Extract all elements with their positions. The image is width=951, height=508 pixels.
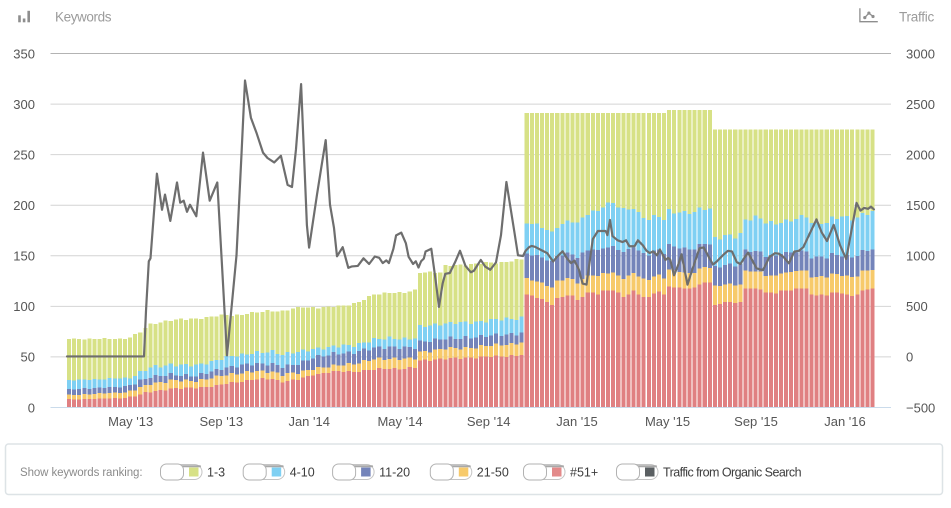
svg-text:Jan '14: Jan '14	[288, 414, 330, 429]
svg-text:Sep '13: Sep '13	[199, 414, 243, 429]
svg-text:Sep '14: Sep '14	[467, 414, 511, 429]
svg-text:Keywords: Keywords	[55, 10, 112, 25]
svg-text:1-3: 1-3	[207, 466, 225, 480]
svg-text:May '13: May '13	[108, 414, 153, 429]
svg-text:Jan '15: Jan '15	[556, 414, 598, 429]
svg-text:Traffic: Traffic	[899, 10, 935, 25]
svg-text:100: 100	[13, 299, 35, 314]
svg-text:2000: 2000	[906, 147, 935, 162]
svg-text:0: 0	[28, 400, 35, 415]
svg-text:May '15: May '15	[645, 414, 690, 429]
svg-text:1000: 1000	[906, 249, 935, 264]
svg-text:#51+: #51+	[570, 466, 598, 480]
svg-text:21-50: 21-50	[477, 466, 509, 480]
svg-text:250: 250	[13, 147, 35, 162]
svg-text:200: 200	[13, 198, 35, 213]
svg-text:300: 300	[13, 97, 35, 112]
svg-text:Show keywords ranking:: Show keywords ranking:	[20, 467, 142, 479]
svg-text:Sep '15: Sep '15	[734, 414, 778, 429]
svg-text:Jan '16: Jan '16	[824, 414, 866, 429]
svg-text:150: 150	[13, 249, 35, 264]
svg-text:4-10: 4-10	[290, 466, 315, 480]
svg-text:500: 500	[906, 299, 928, 314]
svg-text:11-20: 11-20	[379, 466, 410, 480]
svg-text:1500: 1500	[906, 198, 935, 213]
svg-text:Traffic from Organic Search: Traffic from Organic Search	[663, 466, 802, 480]
svg-text:3000: 3000	[906, 46, 935, 61]
svg-text:50: 50	[21, 350, 35, 365]
svg-text:−500: −500	[906, 400, 935, 415]
svg-text:May '14: May '14	[377, 414, 422, 429]
svg-text:0: 0	[906, 350, 913, 365]
svg-text:350: 350	[13, 46, 35, 61]
svg-text:2500: 2500	[906, 97, 935, 112]
